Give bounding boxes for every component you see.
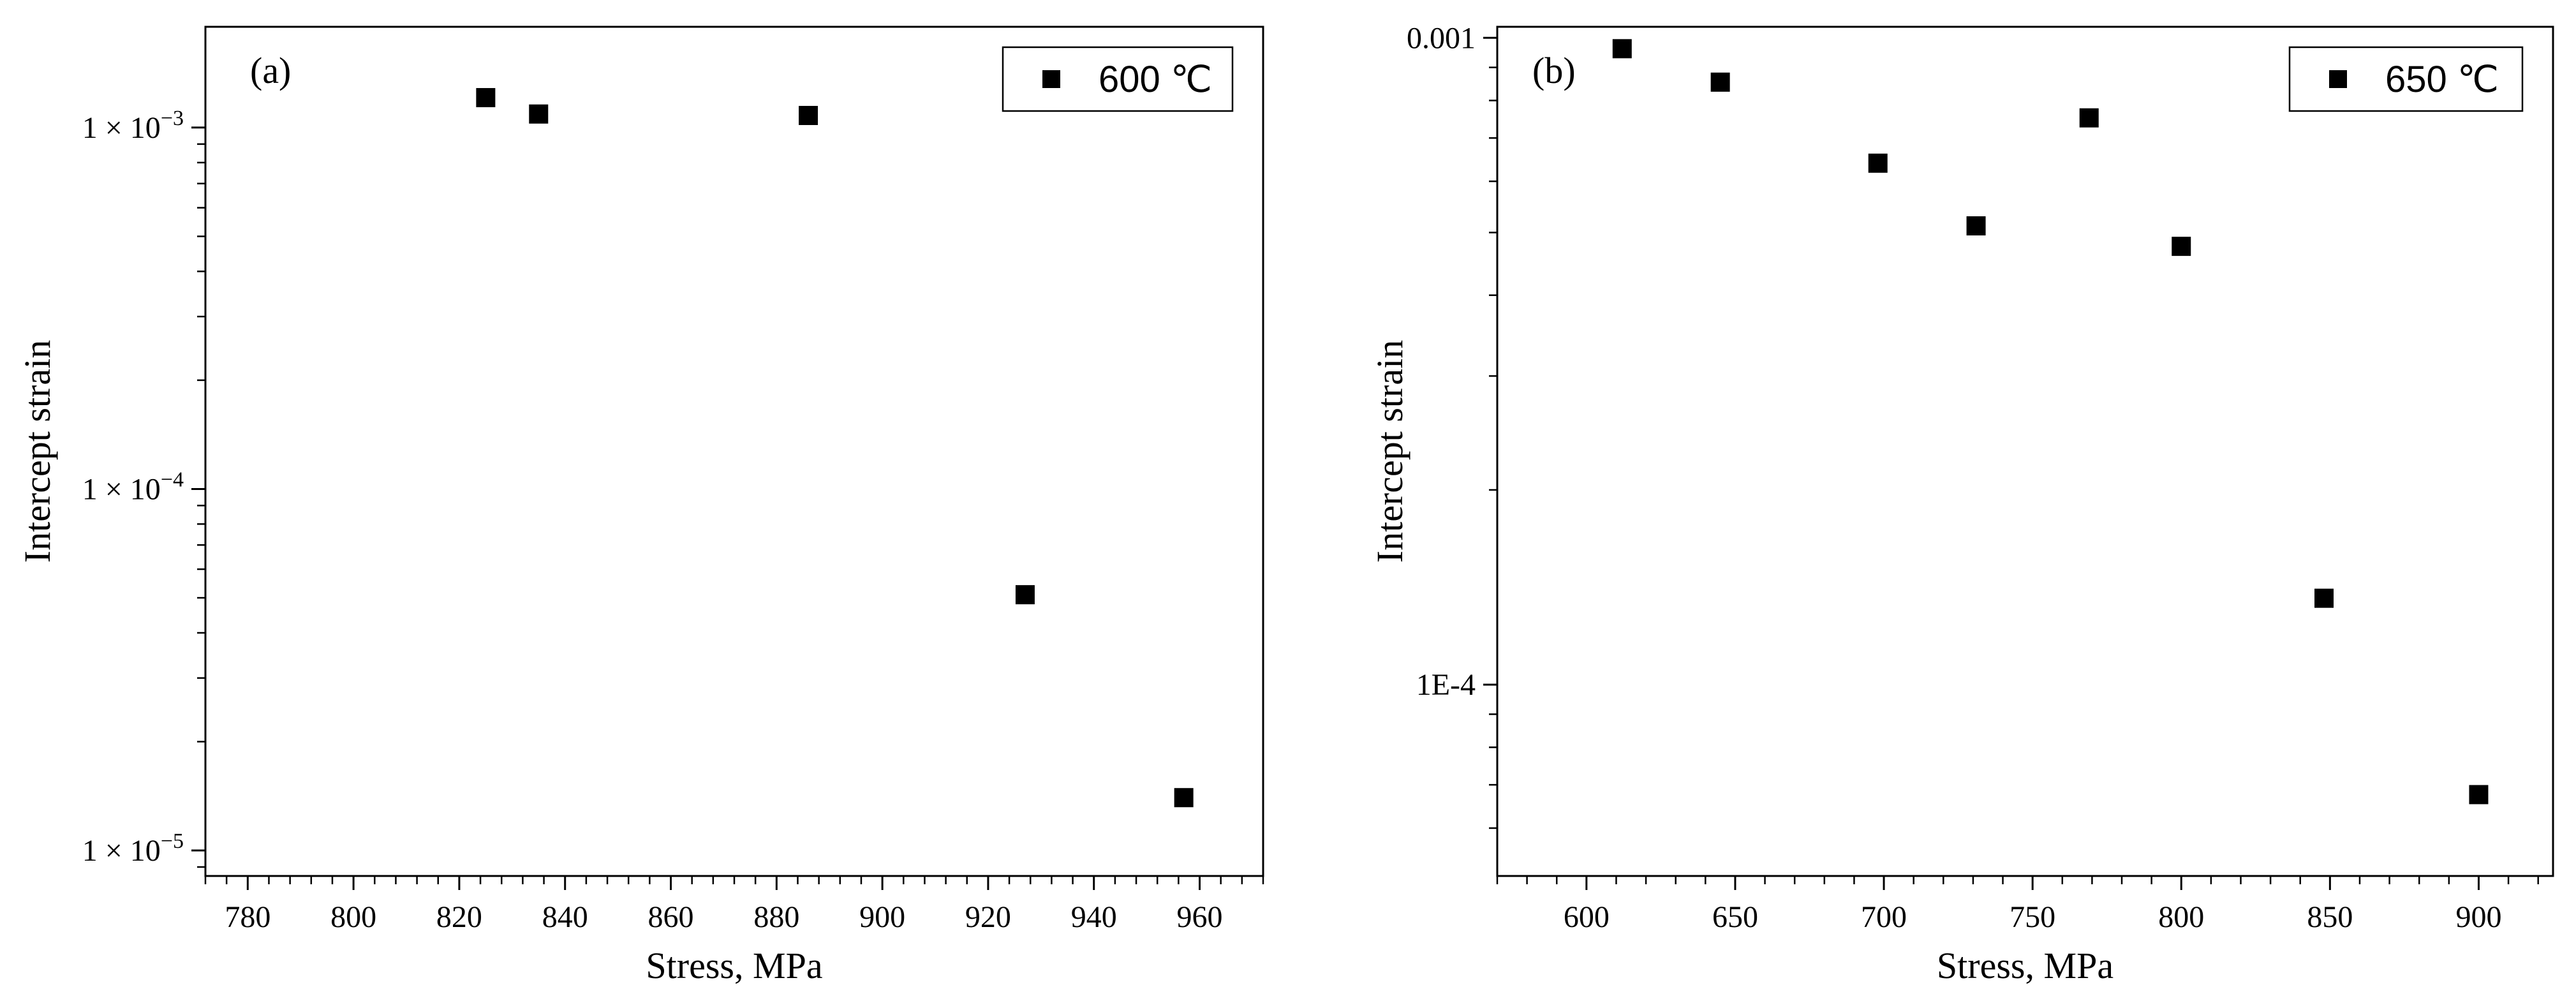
x-tick-label: 820 <box>436 900 482 934</box>
y-axis-title: Intercept strain <box>1369 340 1410 563</box>
x-tick-label: 920 <box>965 900 1011 934</box>
legend-label: 600 ℃ <box>1099 59 1212 100</box>
legend-marker <box>2329 70 2347 88</box>
data-point <box>1612 39 1632 59</box>
legend: 650 ℃ <box>2288 46 2524 112</box>
x-tick-label: 600 <box>1564 900 1610 934</box>
series-650- <box>1612 39 2489 805</box>
data-point <box>2314 588 2334 608</box>
y-tick-label: 1 × 10−5 <box>82 829 184 868</box>
y-axis-title: Intercept strain <box>17 340 58 563</box>
x-tick-label: 650 <box>1712 900 1758 934</box>
data-point <box>1015 585 1035 605</box>
series-600- <box>476 88 1194 808</box>
legend-box <box>2288 46 2524 112</box>
data-point <box>2172 237 2191 256</box>
x-tick-label: 900 <box>2455 900 2501 934</box>
y-tick-label: 1 × 10−3 <box>82 107 184 145</box>
data-point <box>1868 153 1888 173</box>
legend-box <box>1002 46 1234 112</box>
chart-panel-a: 780 800 820 840 860 880 900 920 940 960 1 × 10−5 1 … <box>17 26 1264 986</box>
data-point <box>1710 72 1730 92</box>
x-tick-label: 860 <box>648 900 694 934</box>
data-point <box>799 105 818 125</box>
y-tick-label: 1 × 10−4 <box>82 468 184 506</box>
data-point <box>476 88 496 108</box>
x-axis-title: Stress, MPa <box>1937 945 2113 986</box>
x-tick-label: 800 <box>330 900 376 934</box>
data-point <box>1966 216 1986 236</box>
x-tick-label: 800 <box>2158 900 2204 934</box>
plot-frame <box>204 26 1264 877</box>
legend-label: 650 ℃ <box>2385 59 2499 100</box>
x-tick-label: 780 <box>225 900 270 934</box>
legend-marker <box>1042 70 1060 88</box>
y-tick-label: 0.001 <box>1407 21 1476 55</box>
panel-label: (b) <box>1532 50 1576 91</box>
x-tick-label: 700 <box>1861 900 1907 934</box>
panel-label: (a) <box>250 50 291 91</box>
x-tick-label: 940 <box>1071 900 1117 934</box>
plot-frame <box>1496 26 2554 877</box>
x-tick-label: 840 <box>542 900 588 934</box>
chart-panel-b: 600 650 700 750 800 850 900 1E-4 0.001 Stress, MP… <box>1369 21 2554 986</box>
y-tick-label: 1E-4 <box>1416 668 1476 702</box>
data-point <box>2469 785 2489 805</box>
x-tick-label: 750 <box>2010 900 2055 934</box>
x-axis-title: Stress, MPa <box>646 945 822 986</box>
data-point <box>1174 788 1194 808</box>
x-tick-label: 960 <box>1177 900 1223 934</box>
x-tick-label: 850 <box>2307 900 2353 934</box>
legend: 600 ℃ <box>1002 46 1234 112</box>
data-point <box>529 104 549 124</box>
x-tick-label: 900 <box>859 900 905 934</box>
data-point <box>2079 108 2099 128</box>
x-tick-label: 880 <box>753 900 799 934</box>
